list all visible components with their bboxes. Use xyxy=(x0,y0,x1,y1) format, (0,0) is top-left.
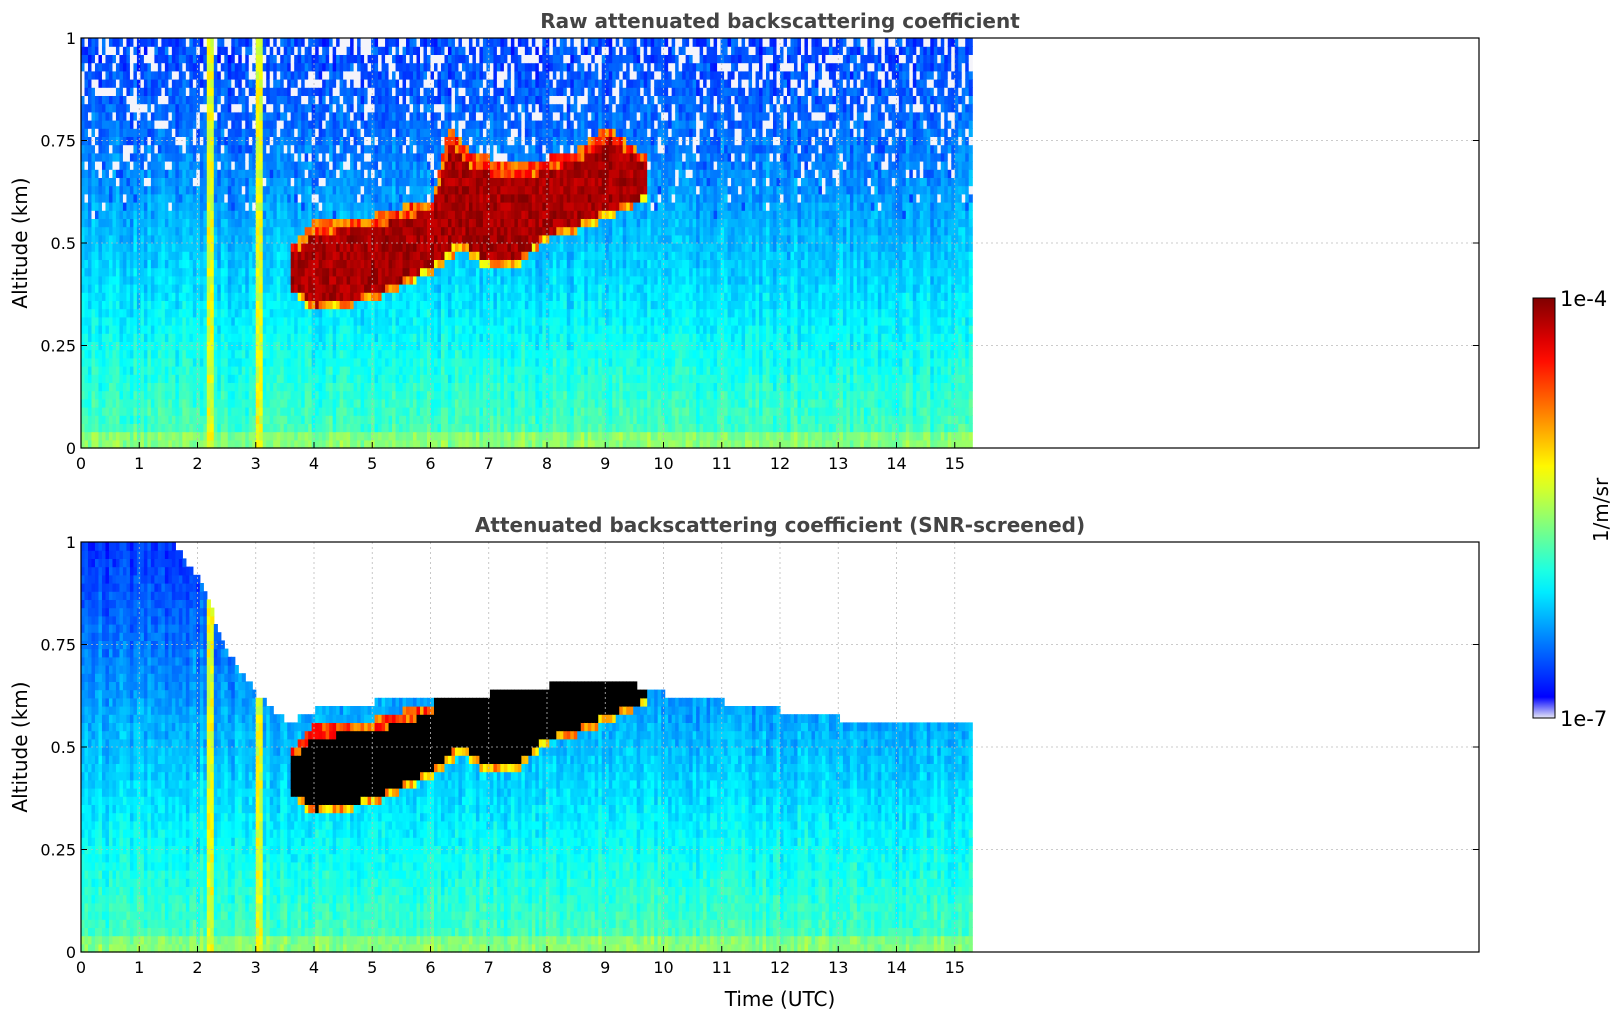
y-tick-label: 0.5 xyxy=(51,234,76,253)
raw-x-ticks: 0 1 2 3 4 5 6 7 8 9 10 11 12 13 14 15 xyxy=(76,442,965,473)
x-tick-label: 2 xyxy=(192,958,202,977)
x-tick-label: 3 xyxy=(251,454,261,473)
x-tick-label: 2 xyxy=(192,454,202,473)
x-tick-label: 9 xyxy=(600,958,610,977)
raw-backscatter-panel: Raw attenuated backscattering coefficien… xyxy=(8,9,1480,473)
x-tick-label: 8 xyxy=(542,454,552,473)
x-tick-label: 14 xyxy=(886,454,906,473)
x-tick-label: 13 xyxy=(828,454,848,473)
x-tick-label: 11 xyxy=(712,958,732,977)
y-tick-label: 0.25 xyxy=(40,337,76,356)
x-tick-label: 10 xyxy=(653,958,673,977)
screened-backscatter-panel: Attenuated backscattering coefficient (S… xyxy=(8,513,1480,1011)
x-tick-label: 6 xyxy=(425,958,435,977)
x-tick-label: 5 xyxy=(367,454,377,473)
x-tick-label: 7 xyxy=(484,958,494,977)
x-tick-label: 4 xyxy=(309,454,319,473)
x-axis-label: Time (UTC) xyxy=(724,987,836,1011)
screened-x-ticks: 0 1 2 3 4 5 6 7 8 9 10 11 12 13 14 15 xyxy=(76,946,965,977)
x-tick-label: 4 xyxy=(309,958,319,977)
y-tick-label: 0 xyxy=(66,943,76,962)
raw-y-ticks: 0 0.25 0.5 0.75 1 xyxy=(40,29,1479,458)
x-tick-label: 9 xyxy=(600,454,610,473)
x-tick-label: 15 xyxy=(945,454,965,473)
x-tick-label: 3 xyxy=(251,958,261,977)
colorbar-unit-label: 1/m/sr xyxy=(1589,477,1613,542)
colorbar-min-label: 1e-7 xyxy=(1560,707,1607,731)
raw-y-axis-label: Altitude (km) xyxy=(8,177,32,308)
colorbar: 1e-4 1e-7 1/m/sr xyxy=(1532,287,1613,731)
x-tick-label: 14 xyxy=(886,958,906,977)
x-tick-label: 0 xyxy=(76,454,86,473)
screened-panel-title: Attenuated backscattering coefficient (S… xyxy=(475,513,1085,537)
x-tick-label: 13 xyxy=(828,958,848,977)
y-tick-label: 0.5 xyxy=(51,738,76,757)
x-tick-label: 1 xyxy=(134,958,144,977)
screened-y-axis-label: Altitude (km) xyxy=(8,681,32,812)
x-tick-label: 11 xyxy=(712,454,732,473)
y-tick-label: 0.75 xyxy=(40,636,76,655)
screened-y-ticks: 0 0.25 0.5 0.75 1 xyxy=(40,533,1479,962)
x-tick-label: 12 xyxy=(770,958,790,977)
raw-panel-title: Raw attenuated backscattering coefficien… xyxy=(540,9,1020,33)
y-tick-label: 0.25 xyxy=(40,841,76,860)
x-tick-label: 0 xyxy=(76,958,86,977)
y-tick-label: 0.75 xyxy=(40,132,76,151)
x-tick-label: 15 xyxy=(945,958,965,977)
screened-heatmap xyxy=(81,542,973,953)
x-tick-label: 1 xyxy=(134,454,144,473)
x-tick-label: 5 xyxy=(367,958,377,977)
y-tick-label: 1 xyxy=(66,29,76,48)
y-tick-label: 0 xyxy=(66,439,76,458)
x-tick-label: 6 xyxy=(425,454,435,473)
y-tick-label: 1 xyxy=(66,533,76,552)
colorbar-max-label: 1e-4 xyxy=(1560,287,1607,311)
x-tick-label: 10 xyxy=(653,454,673,473)
x-tick-label: 8 xyxy=(542,958,552,977)
x-tick-label: 12 xyxy=(770,454,790,473)
colorbar-gradient xyxy=(1532,297,1556,719)
x-tick-label: 7 xyxy=(484,454,494,473)
